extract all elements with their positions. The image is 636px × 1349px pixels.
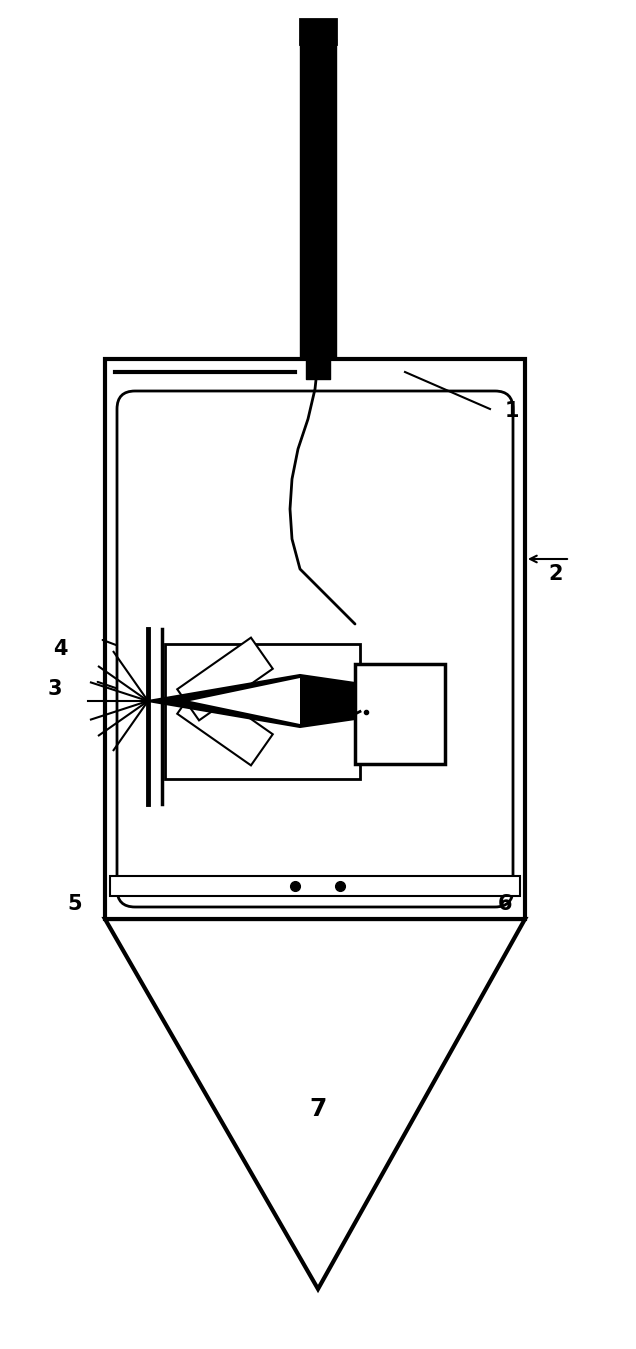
FancyBboxPatch shape (117, 391, 513, 907)
Polygon shape (105, 919, 525, 1290)
Bar (355, 664, 445, 764)
Bar (110, 876, 520, 896)
Polygon shape (177, 683, 273, 765)
Bar (105, 359, 525, 919)
Text: 3: 3 (48, 679, 62, 699)
Text: 5: 5 (67, 894, 82, 915)
Polygon shape (177, 638, 273, 720)
Bar (300, 19, 336, 45)
Polygon shape (148, 674, 355, 727)
Text: 2: 2 (548, 564, 562, 584)
Text: 6: 6 (498, 894, 512, 915)
Bar (165, 643, 360, 778)
Text: 1: 1 (505, 401, 520, 421)
Text: 7: 7 (309, 1097, 327, 1121)
Text: 4: 4 (53, 639, 67, 660)
Polygon shape (190, 679, 300, 724)
